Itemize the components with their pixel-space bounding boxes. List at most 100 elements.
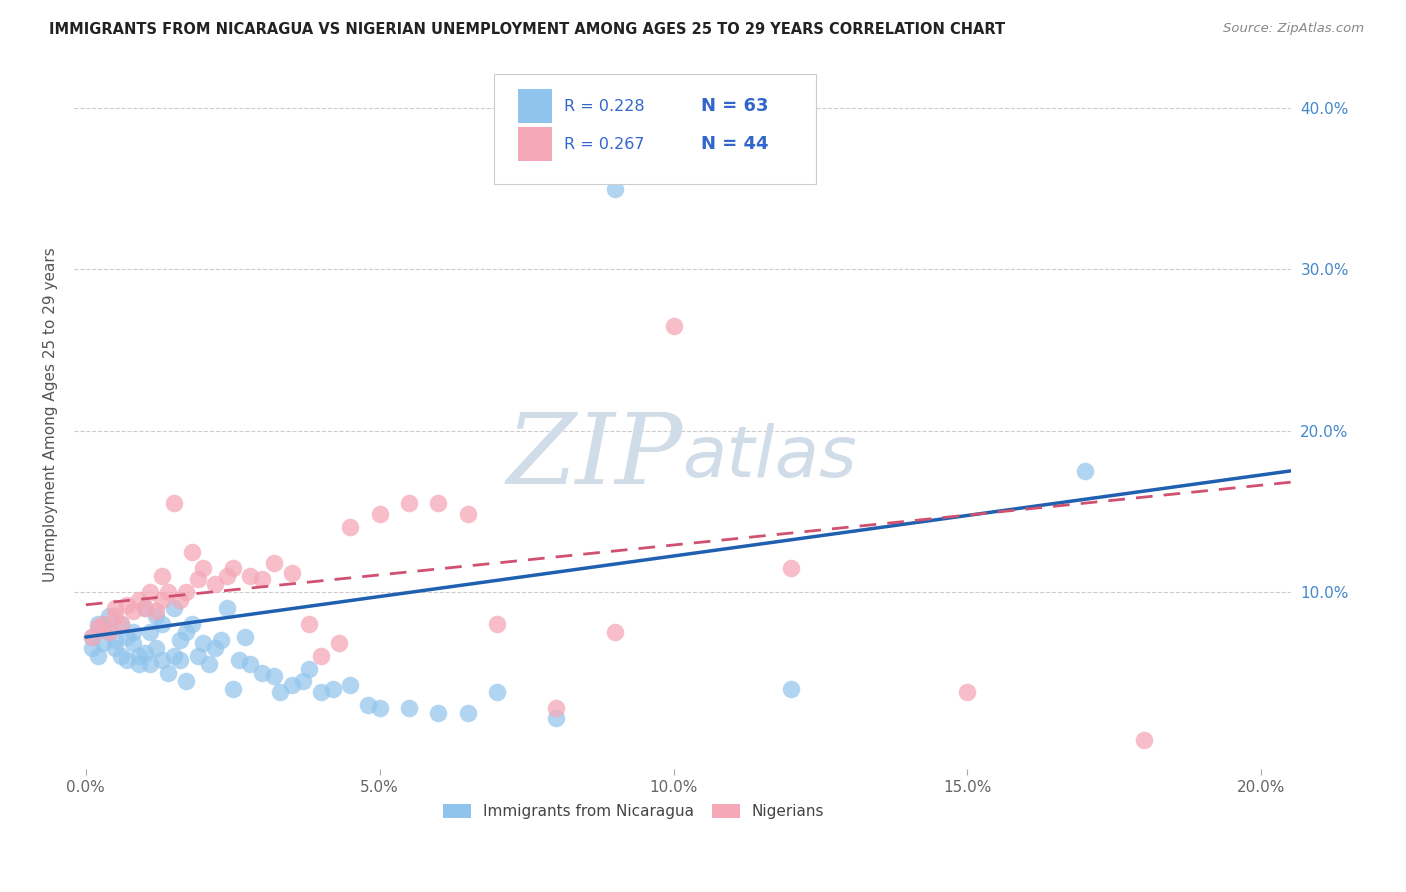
- Point: [150, 652, 173, 666]
- Point: [169, 652, 191, 666]
- Point: [298, 662, 321, 676]
- Point: [121, 636, 143, 650]
- Point: [180, 617, 202, 632]
- Point: [339, 520, 361, 534]
- Point: [145, 604, 167, 618]
- Point: [263, 556, 285, 570]
- Point: [544, 711, 567, 725]
- Point: [215, 601, 238, 615]
- Point: [93, 620, 115, 634]
- Point: [134, 601, 156, 615]
- Point: [457, 508, 479, 522]
- Point: [98, 625, 121, 640]
- Point: [368, 701, 391, 715]
- Point: [263, 669, 285, 683]
- Point: [169, 593, 191, 607]
- Point: [163, 649, 186, 664]
- Y-axis label: Unemployment Among Ages 25 to 29 years: Unemployment Among Ages 25 to 29 years: [44, 247, 58, 582]
- Point: [780, 560, 803, 574]
- Point: [368, 508, 391, 522]
- Point: [86, 649, 108, 664]
- Point: [222, 560, 245, 574]
- Point: [233, 630, 256, 644]
- Text: ZIP: ZIP: [506, 409, 682, 505]
- Point: [134, 601, 156, 615]
- Point: [239, 568, 262, 582]
- Text: R = 0.267: R = 0.267: [564, 136, 645, 152]
- Point: [1074, 464, 1097, 478]
- Point: [115, 598, 138, 612]
- Point: [204, 576, 226, 591]
- Point: [398, 701, 420, 715]
- Text: N = 63: N = 63: [700, 97, 768, 115]
- Point: [457, 706, 479, 720]
- Point: [603, 181, 626, 195]
- Point: [110, 649, 132, 664]
- Point: [115, 652, 138, 666]
- Point: [357, 698, 380, 712]
- Point: [193, 560, 215, 574]
- Point: [250, 665, 273, 680]
- Point: [174, 673, 197, 688]
- Text: Source: ZipAtlas.com: Source: ZipAtlas.com: [1223, 22, 1364, 36]
- Point: [163, 601, 186, 615]
- Point: [93, 617, 115, 632]
- Point: [139, 625, 162, 640]
- Text: atlas: atlas: [682, 423, 858, 491]
- Point: [662, 318, 685, 333]
- Point: [121, 604, 143, 618]
- Text: N = 44: N = 44: [700, 135, 768, 153]
- Point: [145, 609, 167, 624]
- Point: [215, 568, 238, 582]
- Point: [174, 585, 197, 599]
- Point: [128, 593, 150, 607]
- Point: [139, 585, 162, 599]
- Point: [98, 625, 121, 640]
- Point: [145, 641, 167, 656]
- Point: [956, 685, 979, 699]
- Point: [427, 706, 450, 720]
- Point: [309, 685, 332, 699]
- Point: [427, 496, 450, 510]
- Point: [104, 641, 127, 656]
- Point: [239, 657, 262, 672]
- Point: [198, 657, 221, 672]
- Point: [104, 601, 127, 615]
- Point: [193, 636, 215, 650]
- Point: [150, 617, 173, 632]
- Point: [328, 636, 350, 650]
- Point: [104, 633, 127, 648]
- Point: [269, 685, 291, 699]
- FancyBboxPatch shape: [494, 74, 815, 184]
- Text: R = 0.228: R = 0.228: [564, 99, 645, 114]
- Point: [250, 572, 273, 586]
- Point: [298, 617, 321, 632]
- Point: [139, 657, 162, 672]
- Text: IMMIGRANTS FROM NICARAGUA VS NIGERIAN UNEMPLOYMENT AMONG AGES 25 TO 29 YEARS COR: IMMIGRANTS FROM NICARAGUA VS NIGERIAN UN…: [49, 22, 1005, 37]
- FancyBboxPatch shape: [519, 127, 553, 161]
- FancyBboxPatch shape: [519, 89, 553, 123]
- Point: [80, 630, 103, 644]
- Point: [110, 617, 132, 632]
- Point: [322, 681, 344, 696]
- Point: [1132, 733, 1154, 747]
- Point: [280, 566, 302, 580]
- Point: [98, 609, 121, 624]
- Point: [86, 617, 108, 632]
- Legend: Immigrants from Nicaragua, Nigerians: Immigrants from Nicaragua, Nigerians: [437, 798, 831, 825]
- Point: [309, 649, 332, 664]
- Point: [209, 633, 232, 648]
- Point: [128, 649, 150, 664]
- Point: [150, 568, 173, 582]
- Point: [228, 652, 250, 666]
- Point: [80, 641, 103, 656]
- Point: [93, 636, 115, 650]
- Point: [186, 572, 208, 586]
- Point: [121, 625, 143, 640]
- Point: [292, 673, 315, 688]
- Point: [128, 657, 150, 672]
- Point: [163, 496, 186, 510]
- Point: [157, 665, 180, 680]
- Point: [174, 625, 197, 640]
- Point: [134, 646, 156, 660]
